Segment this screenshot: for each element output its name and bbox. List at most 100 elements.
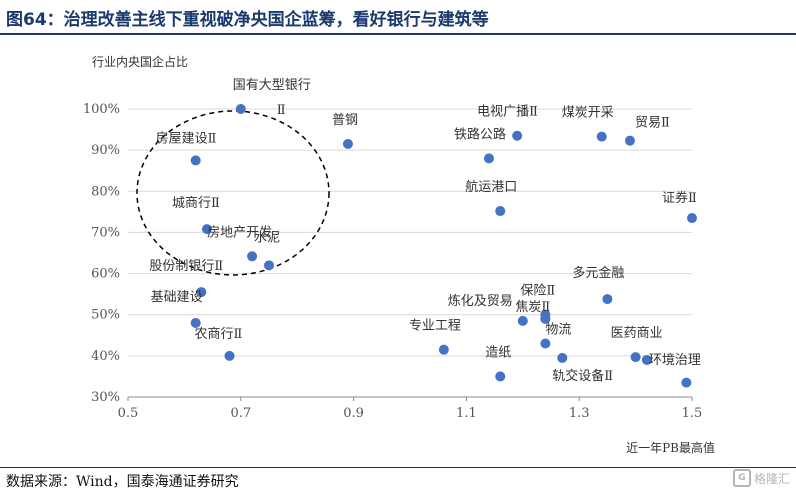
point-label: 物流 (545, 323, 571, 338)
point-label: 煤炭开采 (562, 106, 614, 121)
point-label: 国有大型银行 (233, 78, 311, 93)
scatter-point (196, 287, 207, 298)
scatter-point-group: 普钢 (332, 113, 358, 149)
scatter-point-group: 房地产开发 (207, 224, 272, 262)
scatter-chart: 30% 40% 50% 60% 70% 80% 90% 100% 0.5 0.7 0.9 1.1 1.3… (83, 54, 715, 455)
scatter-point (201, 224, 212, 235)
highlight-ellipse (136, 110, 330, 276)
scatter-point (495, 206, 506, 217)
scatter-point (190, 317, 201, 328)
point-label: 保险Ⅱ (520, 284, 555, 299)
point-label: 环境治理 (649, 353, 701, 368)
scatter-point (517, 315, 528, 326)
x-tick-label: 0.5 (118, 406, 139, 421)
scatter-point (190, 155, 201, 166)
scatter-point (687, 213, 697, 224)
x-tick-label: 1.5 (682, 406, 703, 421)
scatter-point (495, 371, 506, 382)
scatter-point-group: 城商行Ⅱ (172, 196, 220, 235)
scatter-point-group: 水泥 (254, 230, 280, 271)
scatter-point-group: 证券Ⅱ (662, 190, 697, 224)
source-divider (0, 467, 796, 468)
x-tick-label: 1.1 (456, 406, 477, 421)
point-label: 普钢 (332, 113, 358, 128)
y-tick-label: 70% (91, 225, 120, 240)
x-tick-label: 1.3 (569, 406, 590, 421)
point-label: 航运港口 (465, 179, 517, 195)
scatter-point-group: 造纸 (485, 345, 511, 382)
scatter-point (641, 354, 652, 365)
scatter-point (483, 153, 494, 164)
y-tick-label: 90% (91, 143, 120, 158)
scatter-point (630, 352, 641, 363)
point-label: 专业工程 (409, 319, 461, 334)
title-divider (0, 33, 796, 35)
x-axis-title: 近一年PB最高值 (626, 440, 715, 455)
scatter-point-group: 物流 (540, 323, 571, 349)
scatter-point (681, 377, 692, 388)
scatter-point (235, 104, 246, 114)
scatter-point-group: 国有大型银行 Ⅱ (233, 78, 311, 118)
point-label: 基础建设 (151, 290, 203, 305)
point-label: 电视广播Ⅱ (477, 105, 538, 120)
point-label: 贸易Ⅱ (635, 116, 670, 131)
scatter-point-group: 电视广播Ⅱ (477, 105, 538, 141)
scatter-point-group: 农商行Ⅱ (195, 327, 243, 361)
scatter-point-group: 多元金融 (572, 265, 624, 305)
scatter-point (557, 352, 568, 363)
x-tick-label: 0.9 (343, 406, 364, 421)
scatter-point (596, 131, 607, 142)
scatter-point (342, 138, 353, 149)
scatter-point-group: 焦炭Ⅱ (515, 300, 551, 324)
scatter-point (247, 251, 258, 262)
scatter-point (540, 313, 551, 324)
scatter-point (438, 344, 449, 355)
y-tick-label: 30% (91, 390, 120, 405)
scatter-point-group: 轨交设备Ⅱ (552, 352, 613, 384)
scatter-point-group: 航运港口 (465, 179, 517, 217)
point-label: 炼化及贸易 (448, 294, 513, 309)
figure-title: 图64：治理改善主线下重视破净央国企蓝筹，看好银行与建筑等 (6, 9, 489, 30)
scatter-point (264, 260, 274, 271)
x-tick-label: 0.7 (230, 406, 251, 421)
point-label: Ⅱ (277, 103, 286, 118)
scatter-point-group (681, 377, 692, 388)
scatter-point-group: 煤炭开采 (562, 106, 614, 142)
scatter-point-group: 环境治理 (641, 353, 701, 368)
watermark-logo-icon: G (732, 469, 751, 487)
point-label: 证券Ⅱ (662, 190, 697, 206)
scatter-point-group: 基础建设 (151, 290, 203, 328)
scatter-point-group: 铁路公路 (454, 126, 506, 164)
y-tick-label: 100% (83, 102, 120, 117)
point-label: 农商行Ⅱ (195, 327, 243, 342)
y-axis-title: 行业内央国企占比 (92, 54, 188, 69)
watermark-text: 格隆汇 (753, 471, 790, 486)
point-label: 轨交设备Ⅱ (552, 368, 613, 384)
scatter-point (540, 338, 551, 349)
source-note: 数据来源：Wind，国泰海通证券研究 (6, 474, 239, 490)
scatter-point-group: 专业工程 (409, 319, 461, 355)
y-tick-label: 60% (91, 267, 120, 282)
point-label: 房屋建设Ⅱ (156, 130, 217, 146)
point-label: 房地产开发 (207, 224, 272, 240)
point-label: 造纸 (485, 345, 511, 360)
scatter-point (624, 135, 635, 146)
point-label: 铁路公路 (454, 126, 506, 142)
point-label: 股份制银行Ⅱ (149, 259, 223, 274)
point-label: 水泥 (254, 230, 280, 245)
scatter-point-group: 股份制银行Ⅱ (149, 259, 223, 298)
scatter-point-group: 房屋建设Ⅱ (156, 130, 217, 166)
point-label: 医药商业 (611, 326, 663, 341)
y-tick-label: 40% (91, 349, 120, 364)
scatter-point (602, 294, 613, 305)
point-label: 多元金融 (572, 265, 624, 281)
watermark: G 格隆汇 (732, 469, 790, 487)
scatter-point-group: 贸易Ⅱ (624, 116, 670, 146)
title-bar: 图64：治理改善主线下重视破净央国企蓝筹，看好银行与建筑等 (0, 0, 796, 34)
scatter-point (512, 130, 523, 141)
scatter-point-group: 炼化及贸易 (448, 294, 528, 326)
scatter-point-group: 医药商业 (611, 326, 663, 363)
y-tick-label: 50% (91, 308, 120, 323)
point-label: 焦炭Ⅱ (515, 300, 550, 315)
y-tick-label: 80% (91, 184, 120, 199)
